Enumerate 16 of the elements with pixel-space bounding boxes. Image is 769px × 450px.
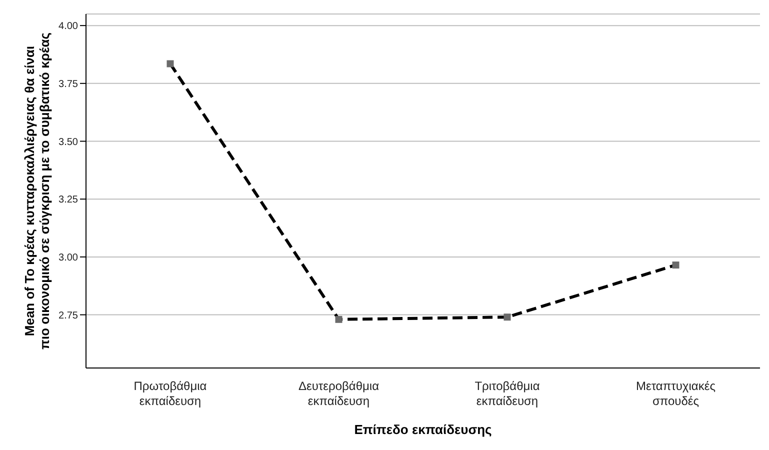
y-tick-label: 4.00 [58, 21, 78, 32]
y-tick-label: 3.25 [58, 194, 78, 206]
y-axis-title: Mean of Το κρέας κυτταροκαλλιέργειας θα είναι πιο οικονομικό σε σύγκριση με το συμβατικό κρέας [22, 32, 52, 350]
x-tick-label: Τριτοβάθμια εκπαίδευση [474, 379, 540, 408]
x-tick-label: Πρωτοβάθμια εκπαίδευση [134, 379, 207, 408]
point [335, 316, 342, 323]
point [166, 60, 174, 68]
y-tick-label: 3.50 [58, 136, 78, 148]
y-tick-label: 2.75 [58, 310, 78, 322]
point [672, 262, 680, 269]
point [504, 314, 511, 321]
y-tick-label: 3.00 [58, 252, 78, 264]
x-tick-label: Δευτεροβάθμια εκπαίδευση [298, 379, 380, 408]
x-axis-title: Επίπεδο εκπαίδευσης [354, 422, 492, 437]
x-tick-label: Μεταπτυχιακές σπουδές [636, 379, 716, 408]
y-tick-label: 3.75 [58, 78, 78, 90]
